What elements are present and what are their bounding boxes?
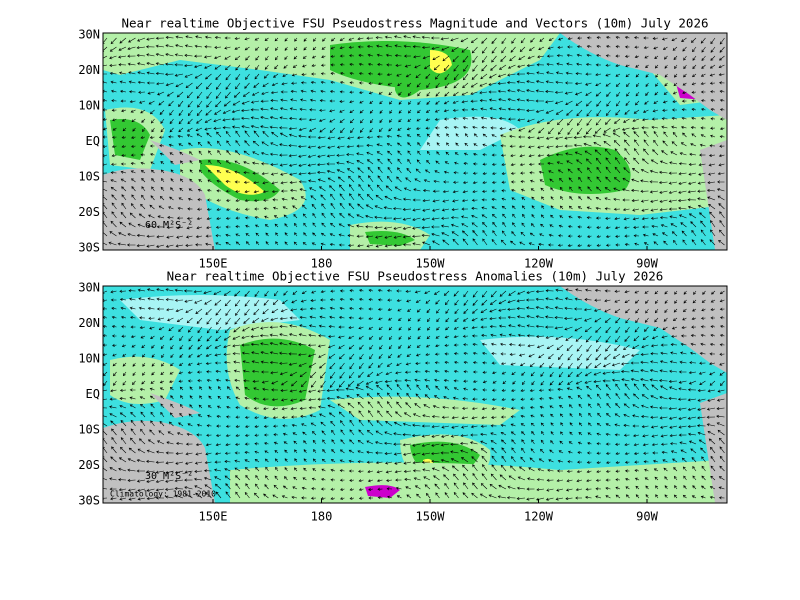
lat-label: 20N xyxy=(78,316,100,330)
vector-arrows xyxy=(103,35,725,248)
map-field xyxy=(103,33,727,250)
lon-label: 150E xyxy=(199,510,228,524)
lon-labels: 150E 180 150W 120W 90W xyxy=(199,499,659,524)
lat-label: EQ xyxy=(86,134,100,148)
lon-label: 120W xyxy=(524,510,554,524)
lon-labels: 150E 180 150W 120W 90W xyxy=(199,246,659,271)
lat-label: 10N xyxy=(78,99,100,113)
lat-label: 20S xyxy=(78,205,100,219)
lat-label: 30S xyxy=(78,241,100,255)
lat-label: 10S xyxy=(78,423,100,437)
map-field xyxy=(103,286,727,503)
panel-title: Near realtime Objective FSU Pseudostress… xyxy=(167,269,664,284)
panel-magnitude: Near realtime Objective FSU Pseudostress… xyxy=(78,16,728,271)
wind-vectors xyxy=(103,35,725,248)
lon-label: 120W xyxy=(524,257,554,271)
lon-label: 90W xyxy=(636,510,658,524)
panel-anomalies: Near realtime Objective FSU Pseudostress… xyxy=(78,269,728,524)
vector-arrows xyxy=(103,288,725,501)
land xyxy=(560,33,727,120)
map-frame xyxy=(102,285,728,504)
land xyxy=(103,420,215,503)
lat-label: 30N xyxy=(78,281,100,295)
lat-label: 30N xyxy=(78,28,100,42)
lon-label: 90W xyxy=(636,257,658,271)
land xyxy=(150,393,200,418)
panel-title: Near realtime Objective FSU Pseudostress… xyxy=(122,16,709,31)
land xyxy=(560,286,727,373)
land xyxy=(150,140,200,165)
lon-label: 180 xyxy=(311,510,333,524)
lat-label: 10N xyxy=(78,352,100,366)
lon-label: 150E xyxy=(199,257,228,271)
scale-label: 30 M²S⁻² xyxy=(145,471,193,482)
contour-region xyxy=(110,356,180,404)
climatology-note: Climatology: 1981-2010 xyxy=(110,490,216,499)
lon-label: 150W xyxy=(416,257,446,271)
land xyxy=(103,168,215,250)
lat-label: 20S xyxy=(78,458,100,472)
contour-region xyxy=(365,231,415,246)
lat-labels: 30N 20N 10N EQ 10S 20S 30S xyxy=(78,281,100,508)
lat-label: EQ xyxy=(86,387,100,401)
lon-label: 180 xyxy=(311,257,333,271)
contour-region xyxy=(240,338,315,407)
lat-label: 30S xyxy=(78,494,100,508)
contour-region xyxy=(365,485,400,498)
land xyxy=(700,393,727,503)
lat-label: 10S xyxy=(78,170,100,184)
scale-label: 60 M²S⁻² xyxy=(145,220,193,231)
lon-label: 150W xyxy=(416,510,446,524)
contour-region xyxy=(110,119,150,160)
lat-label: 20N xyxy=(78,63,100,77)
wind-vectors xyxy=(103,288,725,501)
map-frame xyxy=(102,32,728,251)
contour-region xyxy=(420,116,520,150)
lat-labels: 30N 20N 10N EQ 10S 20S 30S xyxy=(78,28,100,255)
